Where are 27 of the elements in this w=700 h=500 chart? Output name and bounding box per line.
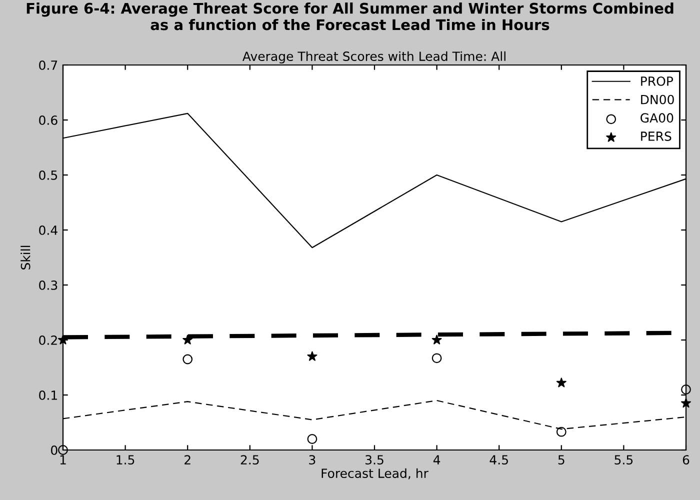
x-tick-label: 3.5 xyxy=(366,455,384,465)
x-tick-label: 4.5 xyxy=(490,455,508,465)
y-axis-title: Skill xyxy=(20,246,30,270)
y-tick-label: 0 xyxy=(51,445,58,455)
legend-label: GA00 xyxy=(640,113,674,123)
legend-label: PERS xyxy=(641,132,672,141)
y-tick-label: 0.6 xyxy=(39,115,58,125)
x-tick-label: 2 xyxy=(184,455,190,464)
legend-label: DN00 xyxy=(641,94,674,104)
y-tick-label: 0.1 xyxy=(39,390,57,400)
x-tick-label: 1 xyxy=(60,455,66,464)
x-tick-label: 6 xyxy=(682,455,690,465)
x-tick-label: 4 xyxy=(433,455,440,464)
x-tick-label: 1.5 xyxy=(116,455,134,465)
y-tick-label: 0.3 xyxy=(39,280,58,290)
x-axis-title: Forecast Lead, hr xyxy=(322,468,428,480)
chart-subtitle: Average Threat Scores with Lead Time: All xyxy=(242,51,506,64)
chart-title: Figure 6-4: Average Threat Score for All Summer and Winter Storms Combined as a function of the Forecast Lead Time in Hours xyxy=(26,2,674,30)
y-tick-label: 0.4 xyxy=(39,225,58,235)
x-tick-label: 5 xyxy=(558,455,564,465)
y-tick-label: 0.7 xyxy=(39,60,58,70)
y-tick-label: 0.5 xyxy=(39,170,58,180)
legend-label: PROP xyxy=(641,76,674,86)
y-tick-label: 0.2 xyxy=(39,335,57,345)
x-tick-label: 5.5 xyxy=(614,455,633,465)
x-tick-label: 3 xyxy=(309,455,316,465)
x-tick-label: 2.5 xyxy=(240,455,259,465)
